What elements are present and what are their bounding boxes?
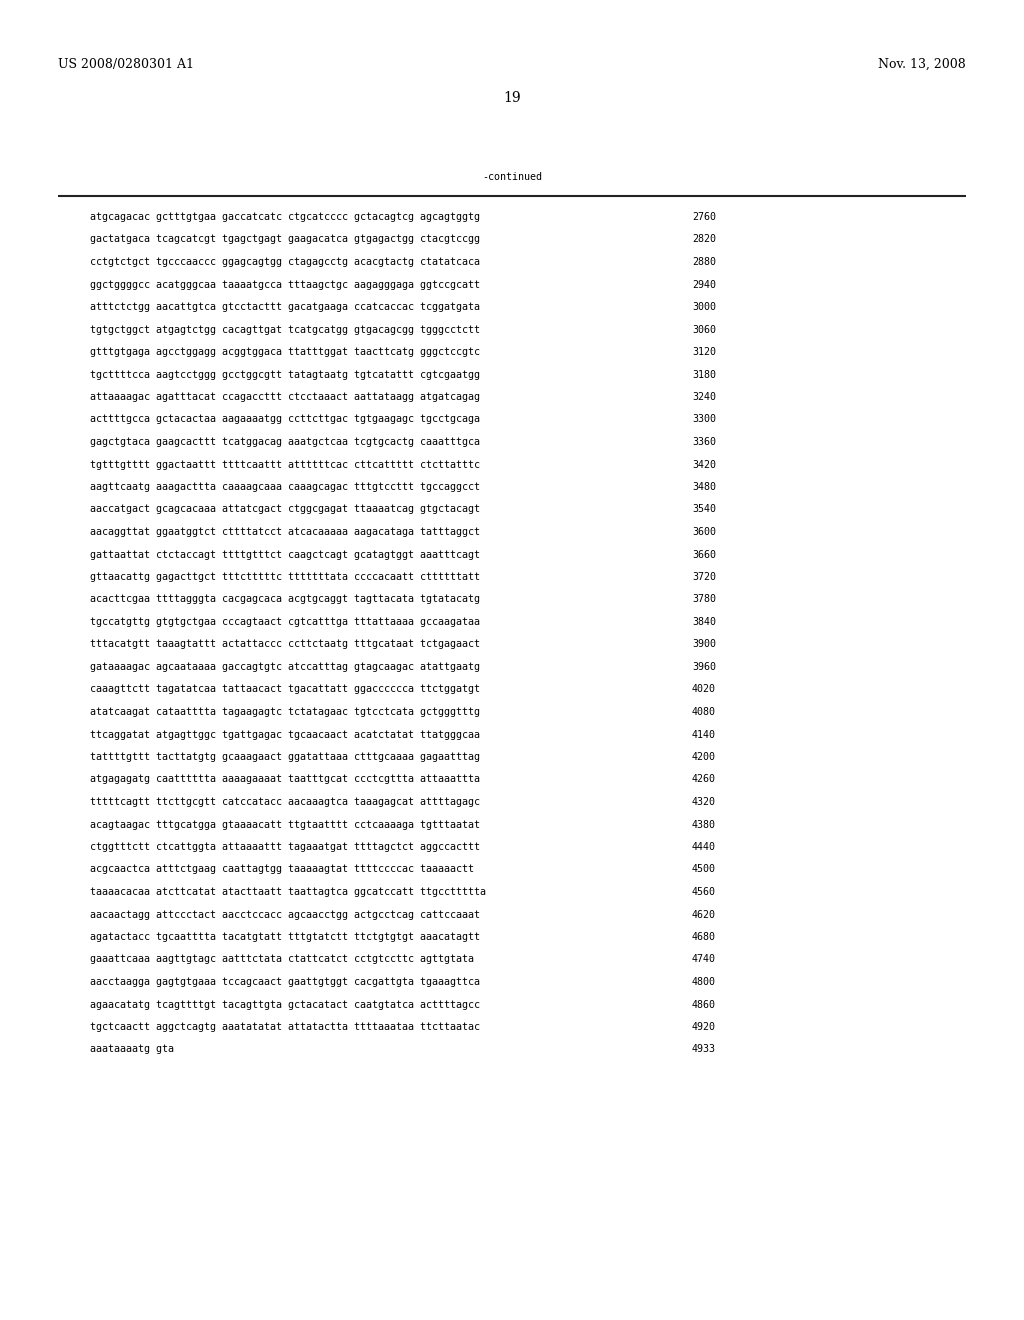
Text: 2760: 2760 bbox=[692, 213, 716, 222]
Text: 3720: 3720 bbox=[692, 572, 716, 582]
Text: 4080: 4080 bbox=[692, 708, 716, 717]
Text: 3900: 3900 bbox=[692, 639, 716, 649]
Text: 3180: 3180 bbox=[692, 370, 716, 380]
Text: gattaattat ctctaccagt ttttgtttct caagctcagt gcatagtggt aaatttcagt: gattaattat ctctaccagt ttttgtttct caagctc… bbox=[90, 549, 480, 560]
Text: gttaacattg gagacttgct tttctttttc tttttttata ccccacaatt cttttttatt: gttaacattg gagacttgct tttctttttc ttttttt… bbox=[90, 572, 480, 582]
Text: aaccatgact gcagcacaaa attatcgact ctggcgagat ttaaaatcag gtgctacagt: aaccatgact gcagcacaaa attatcgact ctggcga… bbox=[90, 504, 480, 515]
Text: 4020: 4020 bbox=[692, 685, 716, 694]
Text: 2820: 2820 bbox=[692, 235, 716, 244]
Text: agatactacc tgcaatttta tacatgtatt tttgtatctt ttctgtgtgt aaacatagtt: agatactacc tgcaatttta tacatgtatt tttgtat… bbox=[90, 932, 480, 942]
Text: ggctggggcc acatgggcaa taaaatgcca tttaagctgc aagagggaga ggtccgcatt: ggctggggcc acatgggcaa taaaatgcca tttaagc… bbox=[90, 280, 480, 289]
Text: 3540: 3540 bbox=[692, 504, 716, 515]
Text: acagtaagac tttgcatgga gtaaaacatt ttgtaatttt cctcaaaaga tgtttaatat: acagtaagac tttgcatgga gtaaaacatt ttgtaat… bbox=[90, 820, 480, 829]
Text: 4920: 4920 bbox=[692, 1022, 716, 1032]
Text: 4933: 4933 bbox=[692, 1044, 716, 1055]
Text: 4620: 4620 bbox=[692, 909, 716, 920]
Text: 4680: 4680 bbox=[692, 932, 716, 942]
Text: gaaattcaaa aagttgtagc aatttctata ctattcatct cctgtccttc agttgtata: gaaattcaaa aagttgtagc aatttctata ctattca… bbox=[90, 954, 474, 965]
Text: 2940: 2940 bbox=[692, 280, 716, 289]
Text: tttacatgtt taaagtattt actattaccc ccttctaatg tttgcataat tctgagaact: tttacatgtt taaagtattt actattaccc ccttcta… bbox=[90, 639, 480, 649]
Text: 4500: 4500 bbox=[692, 865, 716, 875]
Text: tattttgttt tacttatgtg gcaaagaact ggatattaaa ctttgcaaaa gagaatttag: tattttgttt tacttatgtg gcaaagaact ggatatt… bbox=[90, 752, 480, 762]
Text: 4860: 4860 bbox=[692, 999, 716, 1010]
Text: cctgtctgct tgcccaaccc ggagcagtgg ctagagcctg acacgtactg ctatatcaca: cctgtctgct tgcccaaccc ggagcagtgg ctagagc… bbox=[90, 257, 480, 267]
Text: aagttcaatg aaagacttta caaaagcaaa caaagcagac tttgtccttt tgccaggcct: aagttcaatg aaagacttta caaaagcaaa caaagca… bbox=[90, 482, 480, 492]
Text: tgctcaactt aggctcagtg aaatatatat attatactta ttttaaataa ttcttaatac: tgctcaactt aggctcagtg aaatatatat attatac… bbox=[90, 1022, 480, 1032]
Text: atatcaagat cataatttta tagaagagtc tctatagaac tgtcctcata gctgggtttg: atatcaagat cataatttta tagaagagtc tctatag… bbox=[90, 708, 480, 717]
Text: acacttcgaa ttttagggta cacgagcaca acgtgcaggt tagttacata tgtatacatg: acacttcgaa ttttagggta cacgagcaca acgtgca… bbox=[90, 594, 480, 605]
Text: 4800: 4800 bbox=[692, 977, 716, 987]
Text: 4560: 4560 bbox=[692, 887, 716, 898]
Text: 4260: 4260 bbox=[692, 775, 716, 784]
Text: 3480: 3480 bbox=[692, 482, 716, 492]
Text: 3660: 3660 bbox=[692, 549, 716, 560]
Text: tttttcagtt ttcttgcgtt catccatacc aacaaagtca taaagagcat attttagagc: tttttcagtt ttcttgcgtt catccatacc aacaaag… bbox=[90, 797, 480, 807]
Text: gactatgaca tcagcatcgt tgagctgagt gaagacatca gtgagactgg ctacgtccgg: gactatgaca tcagcatcgt tgagctgagt gaagaca… bbox=[90, 235, 480, 244]
Text: 3360: 3360 bbox=[692, 437, 716, 447]
Text: ttcaggatat atgagttggc tgattgagac tgcaacaact acatctatat ttatgggcaa: ttcaggatat atgagttggc tgattgagac tgcaaca… bbox=[90, 730, 480, 739]
Text: gtttgtgaga agcctggagg acggtggaca ttatttggat taacttcatg gggctccgtc: gtttgtgaga agcctggagg acggtggaca ttatttg… bbox=[90, 347, 480, 356]
Text: tgtgctggct atgagtctgg cacagttgat tcatgcatgg gtgacagcgg tgggcctctt: tgtgctggct atgagtctgg cacagttgat tcatgca… bbox=[90, 325, 480, 334]
Text: tgccatgttg gtgtgctgaa cccagtaact cgtcatttga tttattaaaa gccaagataa: tgccatgttg gtgtgctgaa cccagtaact cgtcatt… bbox=[90, 616, 480, 627]
Text: 3780: 3780 bbox=[692, 594, 716, 605]
Text: attaaaagac agatttacat ccagaccttt ctcctaaact aattataagg atgatcagag: attaaaagac agatttacat ccagaccttt ctcctaa… bbox=[90, 392, 480, 403]
Text: gataaaagac agcaataaaa gaccagtgtc atccatttag gtagcaagac atattgaatg: gataaaagac agcaataaaa gaccagtgtc atccatt… bbox=[90, 663, 480, 672]
Text: atgagagatg caatttttta aaaagaaaat taatttgcat ccctcgttta attaaattta: atgagagatg caatttttta aaaagaaaat taatttg… bbox=[90, 775, 480, 784]
Text: 2880: 2880 bbox=[692, 257, 716, 267]
Text: atgcagacac gctttgtgaa gaccatcatc ctgcatcccc gctacagtcg agcagtggtg: atgcagacac gctttgtgaa gaccatcatc ctgcatc… bbox=[90, 213, 480, 222]
Text: 3420: 3420 bbox=[692, 459, 716, 470]
Text: 4380: 4380 bbox=[692, 820, 716, 829]
Text: aaataaaatg gta: aaataaaatg gta bbox=[90, 1044, 174, 1055]
Text: gagctgtaca gaagcacttt tcatggacag aaatgctcaa tcgtgcactg caaatttgca: gagctgtaca gaagcacttt tcatggacag aaatgct… bbox=[90, 437, 480, 447]
Text: 19: 19 bbox=[503, 91, 521, 106]
Text: 4440: 4440 bbox=[692, 842, 716, 851]
Text: tgtttgtttt ggactaattt ttttcaattt attttttcac cttcattttt ctcttatttc: tgtttgtttt ggactaattt ttttcaattt atttttt… bbox=[90, 459, 480, 470]
Text: acgcaactca atttctgaag caattagtgg taaaaagtat ttttccccac taaaaactt: acgcaactca atttctgaag caattagtgg taaaaag… bbox=[90, 865, 474, 875]
Text: 3000: 3000 bbox=[692, 302, 716, 312]
Text: 4320: 4320 bbox=[692, 797, 716, 807]
Text: tgcttttcca aagtcctggg gcctggcgtt tatagtaatg tgtcatattt cgtcgaatgg: tgcttttcca aagtcctggg gcctggcgtt tatagta… bbox=[90, 370, 480, 380]
Text: agaacatatg tcagttttgt tacagttgta gctacatact caatgtatca acttttagcc: agaacatatg tcagttttgt tacagttgta gctacat… bbox=[90, 999, 480, 1010]
Text: 4200: 4200 bbox=[692, 752, 716, 762]
Text: aacaggttat ggaatggtct cttttatcct atcacaaaaa aagacataga tatttaggct: aacaggttat ggaatggtct cttttatcct atcacaa… bbox=[90, 527, 480, 537]
Text: ctggtttctt ctcattggta attaaaattt tagaaatgat ttttagctct aggccacttt: ctggtttctt ctcattggta attaaaattt tagaaat… bbox=[90, 842, 480, 851]
Text: aacaactagg attccctact aacctccacc agcaacctgg actgcctcag cattccaaat: aacaactagg attccctact aacctccacc agcaacc… bbox=[90, 909, 480, 920]
Text: 3060: 3060 bbox=[692, 325, 716, 334]
Text: taaaacacaa atcttcatat atacttaatt taattagtca ggcatccatt ttgccttttta: taaaacacaa atcttcatat atacttaatt taattag… bbox=[90, 887, 486, 898]
Text: 3240: 3240 bbox=[692, 392, 716, 403]
Text: US 2008/0280301 A1: US 2008/0280301 A1 bbox=[58, 58, 194, 71]
Text: -continued: -continued bbox=[482, 172, 542, 182]
Text: caaagttctt tagatatcaa tattaacact tgacattatt ggacccccca ttctggatgt: caaagttctt tagatatcaa tattaacact tgacatt… bbox=[90, 685, 480, 694]
Text: 4140: 4140 bbox=[692, 730, 716, 739]
Text: acttttgcca gctacactaa aagaaaatgg ccttcttgac tgtgaagagc tgcctgcaga: acttttgcca gctacactaa aagaaaatgg ccttctt… bbox=[90, 414, 480, 425]
Text: 3600: 3600 bbox=[692, 527, 716, 537]
Text: 3300: 3300 bbox=[692, 414, 716, 425]
Text: Nov. 13, 2008: Nov. 13, 2008 bbox=[879, 58, 966, 71]
Text: 4740: 4740 bbox=[692, 954, 716, 965]
Text: aacctaagga gagtgtgaaa tccagcaact gaattgtggt cacgattgta tgaaagttca: aacctaagga gagtgtgaaa tccagcaact gaattgt… bbox=[90, 977, 480, 987]
Text: 3960: 3960 bbox=[692, 663, 716, 672]
Text: atttctctgg aacattgtca gtcctacttt gacatgaaga ccatcaccac tcggatgata: atttctctgg aacattgtca gtcctacttt gacatga… bbox=[90, 302, 480, 312]
Text: 3840: 3840 bbox=[692, 616, 716, 627]
Text: 3120: 3120 bbox=[692, 347, 716, 356]
